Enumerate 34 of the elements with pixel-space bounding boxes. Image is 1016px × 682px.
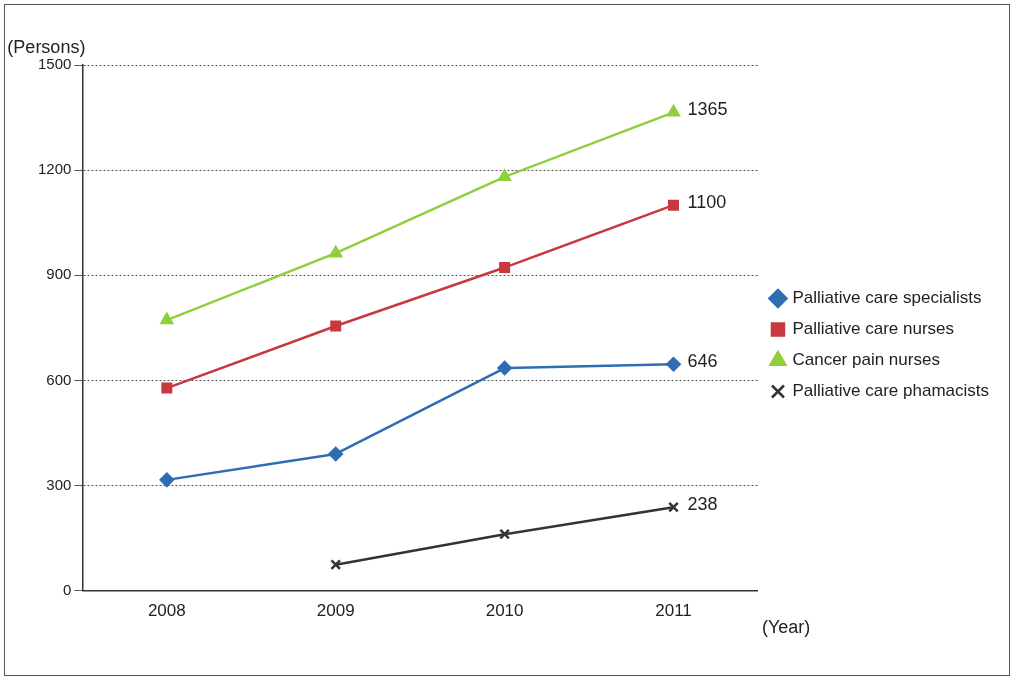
point xyxy=(498,169,512,182)
x-tick-label: 2009 xyxy=(316,601,355,621)
point xyxy=(668,199,680,211)
point xyxy=(330,559,342,571)
y-tick-label: 900 xyxy=(46,265,72,283)
x-tick-label: 2011 xyxy=(655,601,692,621)
point xyxy=(666,356,681,372)
legend-label: Palliative care phamacists xyxy=(792,381,989,401)
point xyxy=(161,382,173,394)
data-label: 646 xyxy=(687,351,718,372)
x-tick-label: 2010 xyxy=(485,601,524,621)
x-axis-title: (Year) xyxy=(761,616,811,637)
y-axis-title: (Persons) xyxy=(7,36,86,57)
x-tick-label: 2008 xyxy=(147,601,186,621)
point xyxy=(497,360,512,376)
y-tick-label: 1500 xyxy=(37,55,72,73)
data-label: 238 xyxy=(687,494,718,515)
legend-label: Cancer pain nurses xyxy=(792,350,940,370)
legend-label: Palliative care specialists xyxy=(792,288,982,308)
point xyxy=(499,262,511,274)
data-label: 1100 xyxy=(687,192,727,213)
point xyxy=(668,501,680,513)
point xyxy=(499,528,511,540)
point xyxy=(330,320,342,332)
y-tick-label: 0 xyxy=(63,580,72,598)
point xyxy=(329,245,343,258)
point xyxy=(160,312,174,325)
legend-label: Palliative care nurses xyxy=(792,319,955,339)
y-tick-label: 1200 xyxy=(37,160,72,178)
point xyxy=(328,446,343,462)
y-tick-label: 300 xyxy=(46,475,72,493)
y-tick-label: 600 xyxy=(46,370,72,388)
point xyxy=(159,472,175,488)
data-label: 1365 xyxy=(687,99,728,120)
